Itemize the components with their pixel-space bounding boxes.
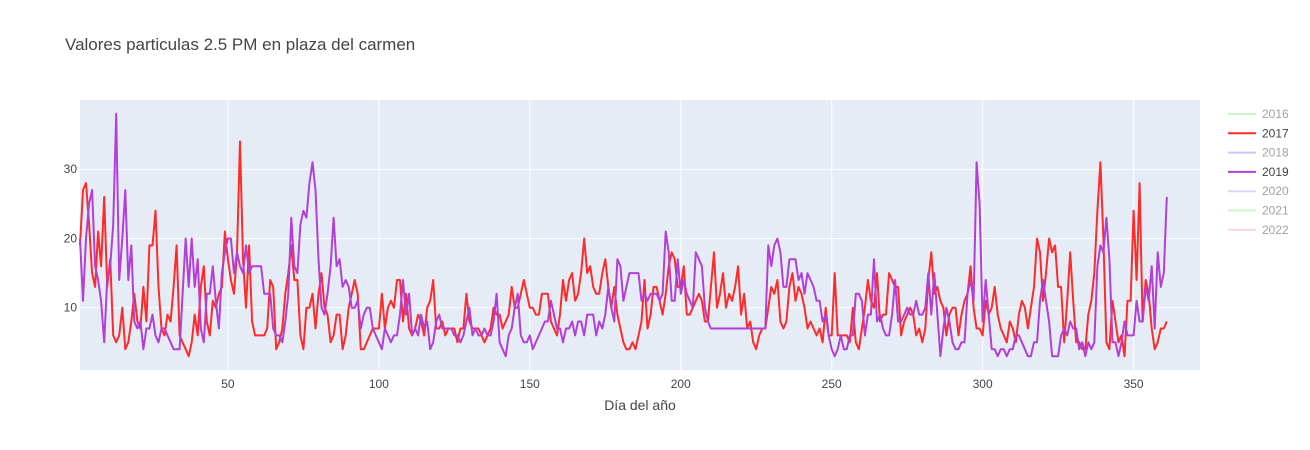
legend-item-2016[interactable]: 2016 [1228,107,1289,121]
legend[interactable]: 2016 2017 2018 2019 2020 2021 2022 [1228,107,1289,237]
y-tick-label: 20 [64,231,78,245]
x-tick-label: 350 [1124,377,1144,391]
chart-title: Valores particulas 2.5 PM en plaza del c… [65,35,415,54]
x-axis-title: Día del año [604,397,676,413]
x-tick-label: 50 [221,377,235,391]
legend-label: 2018 [1262,146,1289,160]
legend-label: 2019 [1262,165,1289,179]
series-line-2017 [79,140,1168,358]
y-tick-label: 30 [64,162,78,176]
legend-item-2018[interactable]: 2018 [1228,146,1289,160]
x-tick-label: 150 [520,377,540,391]
series-lines [79,112,1168,358]
legend-item-2020[interactable]: 2020 [1228,184,1289,198]
x-tick-label: 300 [973,377,993,391]
legend-item-2021[interactable]: 2021 [1228,204,1289,218]
series-line-2019 [79,112,1168,358]
legend-label: 2016 [1262,107,1289,121]
grid [80,100,1200,370]
legend-item-2017[interactable]: 2017 [1228,126,1289,140]
x-tick-label: 100 [369,377,389,391]
legend-item-2022[interactable]: 2022 [1228,223,1289,237]
legend-label: 2020 [1262,184,1289,198]
x-tick-label: 200 [671,377,691,391]
legend-label: 2017 [1262,126,1289,140]
axis-ticks: 50 100 150 200 250 300 350 10 20 30 [64,162,1144,391]
x-tick-label: 250 [822,377,842,391]
y-tick-label: 10 [64,301,78,315]
legend-label: 2022 [1262,223,1289,237]
legend-item-2019[interactable]: 2019 [1228,165,1289,179]
legend-label: 2021 [1262,204,1289,218]
